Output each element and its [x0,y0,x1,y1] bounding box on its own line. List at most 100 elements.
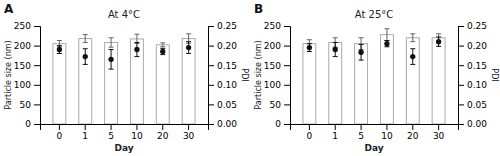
tick: 1 [332,124,338,141]
tick-mark [284,46,290,47]
bar [79,39,92,124]
error-bar-cap [57,40,62,41]
tick-label: 0 [57,131,63,141]
point [358,50,363,55]
tick: 0.00 [208,119,237,129]
y-axis: 050100150200250 [264,21,291,129]
tick-mark [208,26,214,27]
error-bar-cap [436,33,441,34]
x-axis: 015102030 [291,124,459,141]
tick-label: 5 [108,131,114,141]
tick: 150 [264,61,290,71]
point [333,47,338,52]
tick: 5 [108,124,114,141]
tick: 0.20 [208,41,237,51]
tick-label: 250 [14,21,31,31]
tick: 0 [275,119,290,129]
tick-mark [458,46,464,47]
point [410,54,415,59]
point [186,45,191,50]
y-axis: 0 50 100 150 200 250 [14,21,41,129]
tick: 50 [270,100,290,110]
tick-mark [34,104,40,105]
tick: 250 [264,21,290,31]
error-bar-cap [436,36,441,37]
series [307,37,442,64]
tick-label: 0.05 [217,100,237,110]
error-bar [83,35,88,43]
tick: 0 [25,119,40,129]
point [83,54,88,59]
error-bar [410,34,415,42]
error-bar-cap [307,51,312,52]
x-axis-title: Day [114,143,133,153]
tick: 0.25 [208,21,237,31]
error-bar-cap [186,41,191,42]
tick: 0 [307,124,313,141]
tick-label: 0.10 [467,80,487,90]
error-bar-cap [160,48,165,49]
error-bar-cap [109,37,114,38]
tick-mark [34,124,40,125]
tick: 150 [14,61,40,71]
point [436,39,441,44]
error-bar-stem [111,38,112,47]
error-bar-cap [57,53,62,54]
tick: 20 [407,124,419,141]
error-bar-stem [386,29,387,41]
tick: 0 [57,124,63,141]
tick-label: 200 [264,41,281,51]
tick: 200 [264,41,290,51]
tick-label: 0.00 [217,119,237,129]
tick-mark [162,124,163,130]
chart: 0151020300501001502002500.000.050.100.15… [0,0,500,156]
series [53,34,195,124]
tick-label: 30 [433,131,445,141]
error-bar [109,50,114,70]
y-axis-title: Particle size (nm) [254,40,263,109]
tick-mark [458,85,464,86]
tick-label: 1 [82,131,88,141]
tick-mark [458,124,464,125]
x-axis-line [41,125,209,131]
error-bar-cap [83,42,88,43]
tick: 0.10 [208,80,237,90]
tick-label: 100 [14,80,31,90]
point [307,45,312,50]
bar [53,44,66,124]
tick-label: 150 [264,61,281,71]
error-bar [307,44,312,52]
tick: 50 [20,100,40,110]
y2-axis-title: PDI [490,68,499,81]
tick: 10 [381,124,393,141]
error-bar [109,38,114,47]
tick-mark [34,85,40,86]
tick-mark [284,124,290,125]
panel-label: B [254,2,263,16]
tick: 30 [433,124,445,141]
point [160,49,165,54]
tick: 200 [14,41,40,51]
tick-mark [361,124,362,130]
error-bar-cap [160,46,165,47]
y-axis-line [284,27,291,125]
tick-label: 0.05 [467,100,487,110]
tick: 0.25 [458,21,487,31]
error-bar-cap [384,46,389,47]
x-axis-line [291,125,459,131]
point [108,57,113,62]
error-bar [57,46,62,54]
bar [432,38,445,124]
y2-axis-title: PDI [240,68,249,81]
error-bar-cap [186,53,191,54]
tick: 30 [183,124,195,141]
panel: 0151020300501001502002500.000.050.100.15… [254,2,499,153]
error-bar [134,42,139,56]
tick-mark [386,124,387,130]
tick-label: 50 [20,100,32,110]
marks [303,29,445,124]
tick-mark [284,104,290,105]
error-bar [186,34,191,43]
tick: 0.20 [458,41,487,51]
error-bar [359,44,364,60]
